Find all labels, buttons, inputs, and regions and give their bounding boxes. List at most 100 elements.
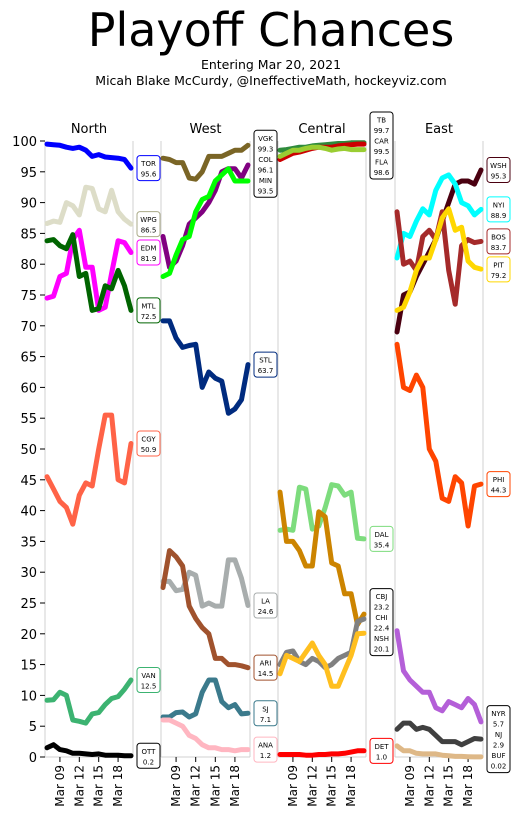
- end-label-value: 99.3: [258, 145, 274, 153]
- y-tick-label: 10: [20, 689, 37, 704]
- series-line-tor: [44, 141, 134, 171]
- end-label-ana: ANA 1.2: [253, 736, 278, 763]
- y-tick-label: 45: [20, 474, 37, 489]
- end-label-ari: ARI 14.5: [253, 654, 278, 681]
- y-tick-label: 50: [20, 443, 37, 458]
- end-label-team: PIT: [493, 261, 504, 269]
- series-line-vgk: [160, 142, 251, 182]
- end-label-team: SJ: [262, 705, 269, 713]
- end-label-team: TOR: [140, 160, 156, 168]
- y-tick-label: 5: [29, 720, 37, 735]
- end-label-value: 12.5: [141, 683, 157, 691]
- end-label-edm: EDM 81.9: [136, 239, 161, 266]
- end-label-value: 88.9: [491, 212, 507, 220]
- end-label-value: 44.3: [491, 487, 507, 495]
- end-label-box: [486, 228, 511, 255]
- end-label-team: COL: [258, 156, 272, 164]
- end-label-sj: SJ 7.1: [253, 700, 278, 727]
- end-label-value: 98.6: [374, 169, 390, 177]
- end-label-mtl: MTL 72.5: [136, 297, 161, 324]
- lines-layer: [44, 140, 484, 760]
- end-label-box: [253, 700, 278, 727]
- y-tick-label: 40: [20, 505, 37, 520]
- series-line-fla: [277, 144, 367, 159]
- end-label-wsh: WSH 95.3: [486, 156, 511, 183]
- end-label-team: MTL: [141, 302, 155, 310]
- series-line-la: [160, 557, 251, 609]
- chart-subtitle-author: Micah Blake McCurdy, @IneffectiveMath, h…: [95, 73, 446, 88]
- end-label-value: 5.7: [493, 721, 504, 729]
- end-label-team: LA: [261, 597, 270, 605]
- end-label-box: [369, 588, 394, 657]
- end-label-nyi: NYI 88.9: [486, 196, 511, 223]
- end-label-value: 0.2: [143, 758, 154, 766]
- end-labels-layer: TOR 95.6 WPG 86.5 EDM 81.9 MTL 72.5 CGY 50.9 VAN 12…: [136, 111, 511, 774]
- end-label-team: CHI: [375, 614, 387, 622]
- x-tick-label: Mar 15: [208, 765, 222, 807]
- end-label-team: CAR: [374, 138, 389, 146]
- end-label-box: [253, 736, 278, 763]
- series-line-ana: [160, 717, 251, 754]
- end-label-team: WPG: [140, 216, 157, 224]
- end-label-cgy: CGY 50.9: [136, 430, 161, 457]
- end-label-team: NJ: [495, 731, 502, 739]
- end-label-bos: BOS 83.7: [486, 228, 511, 255]
- y-tick-label: 35: [20, 535, 37, 550]
- y-tick-label: 90: [20, 197, 37, 212]
- y-tick-label: 85: [20, 227, 37, 242]
- end-label-det: DET 1.0: [369, 737, 394, 764]
- end-label-value: 2.9: [493, 742, 504, 750]
- panel-title: East: [425, 122, 453, 137]
- series-line-nj: [394, 720, 484, 748]
- end-label-stl: STL 63.7: [253, 351, 278, 378]
- end-label-team: BUF: [492, 752, 506, 760]
- end-label-team: CBJ: [376, 593, 388, 601]
- y-tick-label: 60: [20, 381, 37, 396]
- y-tick-label: 95: [20, 166, 37, 181]
- x-tick-label: Mar 12: [72, 765, 86, 807]
- end-label-la: LA 24.6: [253, 592, 278, 619]
- panel-title: North: [71, 122, 107, 137]
- end-label-box: [369, 111, 394, 180]
- x-tick-label: Mar 09: [286, 765, 300, 807]
- end-label-team: NSH: [374, 635, 389, 643]
- end-label-team: ARI: [260, 660, 272, 668]
- end-label-phi: PHI 44.3: [486, 471, 511, 498]
- end-label-box: [486, 471, 511, 498]
- end-label-value: 86.5: [141, 227, 157, 235]
- end-label-pit: PIT 79.2: [486, 256, 511, 283]
- axes-layer: North Mar 09 Mar 12 Mar 15 Mar 18 West Mar 09 M…: [12, 122, 484, 807]
- x-tick-label: Mar 15: [325, 765, 339, 807]
- series-line-phi: [394, 341, 484, 529]
- x-tick-label: Mar 15: [92, 765, 106, 807]
- end-label-value: 81.9: [141, 255, 157, 263]
- series-line-ott: [44, 742, 134, 759]
- y-tick-label: 15: [20, 659, 37, 674]
- end-label-ott: OTT 0.2: [136, 742, 161, 769]
- series-line-edm: [44, 227, 134, 313]
- series-line-sj: [160, 677, 251, 720]
- end-label-box: [136, 211, 161, 238]
- end-label-team: DAL: [375, 531, 389, 539]
- x-tick-label: Mar 18: [344, 765, 358, 807]
- end-label-value: 72.5: [141, 313, 157, 321]
- end-label-team: STL: [259, 357, 272, 365]
- series-line-pit: [394, 206, 484, 313]
- x-tick-label: Mar 15: [442, 765, 456, 807]
- y-tick-label: 25: [20, 597, 37, 612]
- end-label-dal: DAL 35.4: [369, 525, 394, 552]
- y-tick-label: 20: [20, 628, 37, 643]
- end-label-team: CGY: [141, 435, 156, 443]
- end-label-nyr-nj-buf: NYR 5.7 NJ 2.9 BUF 0.02: [486, 705, 511, 774]
- end-label-value: 1.2: [260, 752, 271, 760]
- end-label-box: [486, 256, 511, 283]
- end-label-value: 95.6: [141, 171, 157, 179]
- end-label-box: [136, 667, 161, 693]
- end-label-tor: TOR 95.6: [136, 155, 161, 182]
- end-label-team: TB: [376, 117, 386, 125]
- end-label-value: 63.7: [258, 367, 274, 375]
- end-label-box: [253, 129, 278, 198]
- series-line-nyi: [394, 172, 484, 261]
- end-label-value: 24.6: [258, 608, 274, 616]
